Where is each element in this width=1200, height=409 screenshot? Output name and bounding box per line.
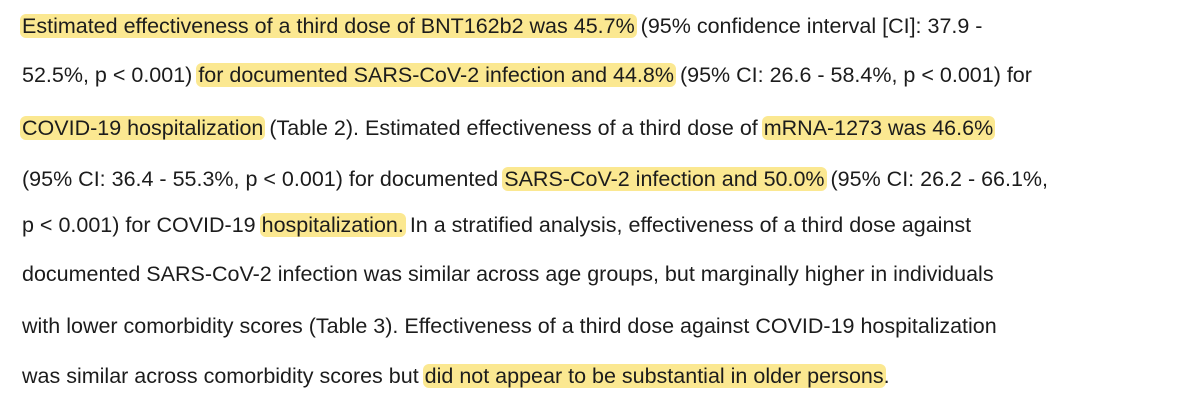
text-line-5: p < 0.001) for COVID-19 hospitalization.… [22, 210, 971, 240]
highlighted-text: did not appear to be substantial in olde… [422, 364, 886, 388]
text-line-4: (95% CI: 36.4 - 55.3%, p < 0.001) for do… [22, 164, 1048, 194]
text-line-1: Estimated effectiveness of a third dose … [20, 11, 983, 41]
text-run: (95% confidence interval [CI]: 37.9 - [634, 14, 983, 38]
text-run: (95% CI: 26.2 - 66.1%, [824, 167, 1049, 191]
highlighted-text: Estimated effectiveness of a third dose … [20, 14, 637, 38]
highlighted-text: COVID-19 hospitalization [20, 116, 266, 140]
text-run: was similar across comorbidity scores bu… [22, 364, 425, 388]
text-run: p < 0.001) for COVID-19 [22, 213, 262, 237]
highlighted-text: for documented SARS-CoV-2 infection and … [196, 63, 676, 87]
text-run: . [883, 364, 890, 388]
text-line-2: 52.5%, p < 0.001) for documented SARS-Co… [22, 60, 1032, 90]
text-run: 52.5%, p < 0.001) [22, 63, 199, 87]
highlighted-text: mRNA-1273 was 46.6% [761, 116, 996, 140]
highlighted-text: SARS-CoV-2 infection and 50.0% [502, 167, 827, 191]
text-line-7: with lower comorbidity scores (Table 3).… [22, 311, 997, 341]
text-line-3: COVID-19 hospitalization (Table 2). Esti… [20, 113, 996, 143]
text-line-6: documented SARS-CoV-2 infection was simi… [22, 259, 994, 289]
text-run: In a stratified analysis, effectiveness … [403, 213, 972, 237]
text-run: (Table 2). Estimated effectiveness of a … [263, 116, 764, 140]
text-run: (95% CI: 26.6 - 58.4%, p < 0.001) for [673, 63, 1032, 87]
text-run: with lower comorbidity scores (Table 3).… [22, 314, 997, 338]
highlighted-text: hospitalization. [259, 213, 406, 237]
text-run: (95% CI: 36.4 - 55.3%, p < 0.001) for do… [22, 167, 505, 191]
text-line-8: was similar across comorbidity scores bu… [22, 361, 890, 391]
text-run: documented SARS-CoV-2 infection was simi… [22, 262, 994, 286]
